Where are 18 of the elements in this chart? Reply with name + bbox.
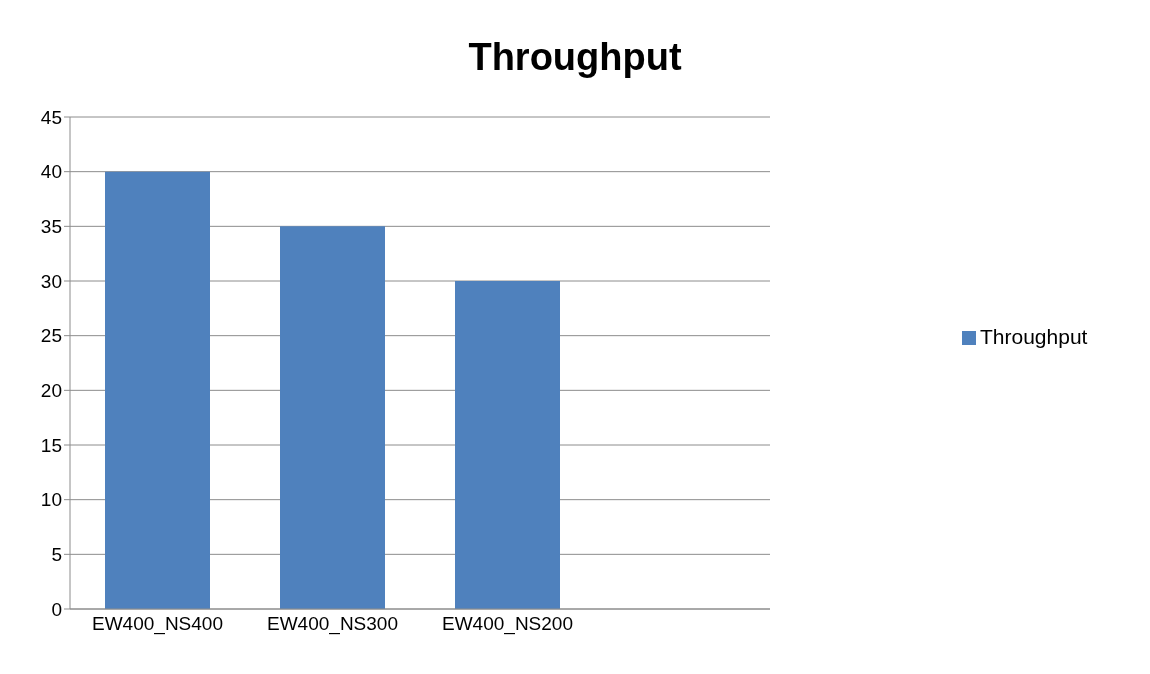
y-tick-label: 35 — [40, 216, 62, 238]
y-tick-label: 40 — [40, 161, 62, 183]
x-tick-label: EW400_NS400 — [92, 613, 223, 636]
y-tick-label: 25 — [40, 325, 62, 347]
bar — [455, 281, 560, 609]
y-tick-label: 30 — [40, 270, 62, 292]
y-tick-label: 15 — [40, 434, 62, 456]
y-tick-label: 5 — [51, 544, 62, 566]
y-tick-label: 20 — [40, 380, 62, 402]
x-tick-label: EW400_NS300 — [267, 613, 398, 636]
y-tick-label: 10 — [40, 489, 62, 511]
y-tick-label: 45 — [40, 106, 62, 128]
y-tick-label: 0 — [51, 598, 62, 620]
chart-title: Throughput — [467, 36, 683, 79]
x-tick-label: EW400_NS200 — [442, 613, 573, 636]
bar — [105, 171, 210, 609]
bar — [280, 226, 385, 609]
legend-label: Throughput — [980, 325, 1088, 348]
